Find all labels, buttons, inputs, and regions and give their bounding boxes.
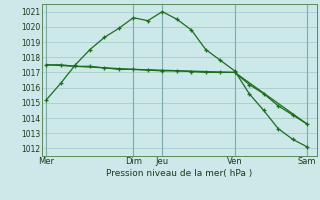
X-axis label: Pression niveau de la mer( hPa ): Pression niveau de la mer( hPa ) xyxy=(106,169,252,178)
